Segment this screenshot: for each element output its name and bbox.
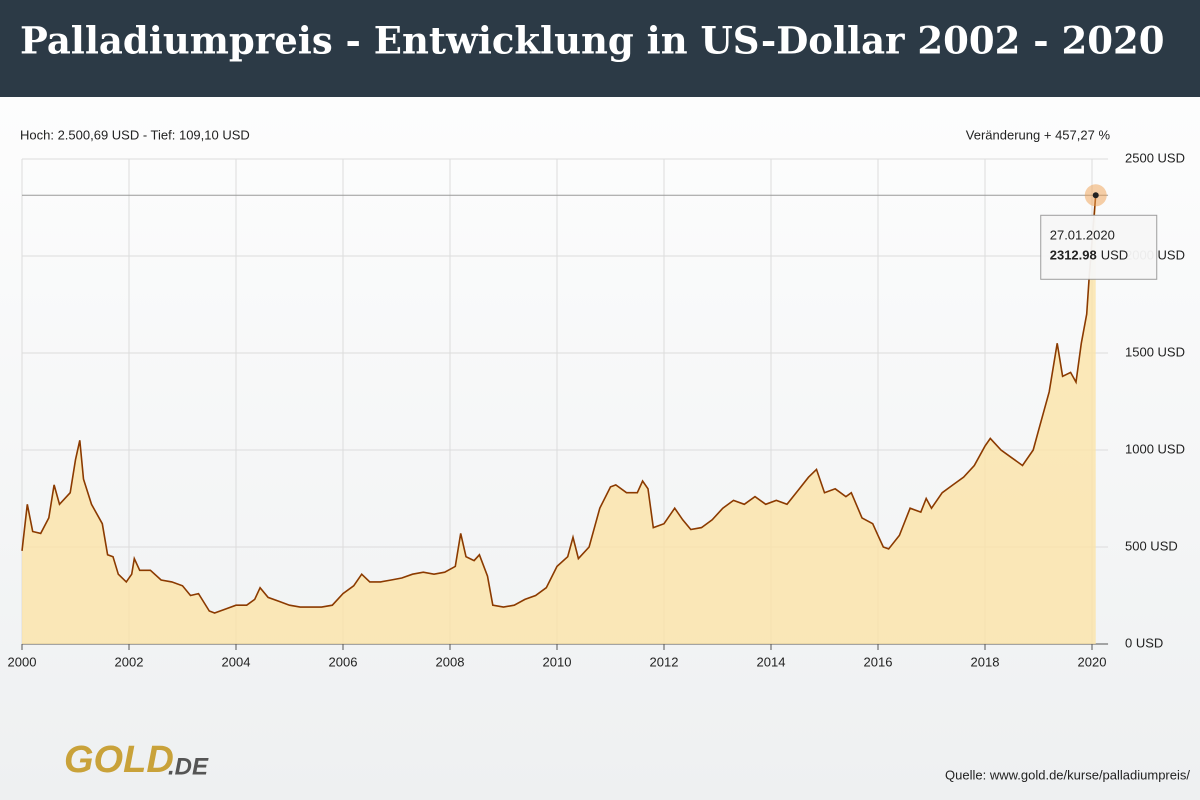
y-tick-label: 500 USD bbox=[1125, 538, 1178, 553]
info-left: Hoch: 2.500,69 USD - Tief: 109,10 USD bbox=[20, 127, 250, 142]
title: Palladiumpreis - Entwicklung in US-Dolla… bbox=[20, 19, 1165, 63]
logo: GOLD .DE bbox=[64, 739, 209, 781]
source: Quelle: www.gold.de/kurse/palladiumpreis… bbox=[945, 767, 1190, 782]
x-tick-label: 2010 bbox=[543, 654, 572, 669]
logo-text: GOLD bbox=[64, 739, 174, 781]
tooltip: 27.01.2020 2312.98 USD bbox=[1040, 214, 1158, 280]
x-tick-label: 2014 bbox=[757, 654, 786, 669]
tooltip-value: 2312.98 USD bbox=[1050, 248, 1128, 263]
tooltip-number: 2312.98 bbox=[1050, 248, 1097, 263]
y-tick-label: 1000 USD bbox=[1125, 441, 1185, 456]
y-tick-label: 2500 USD bbox=[1125, 150, 1185, 165]
x-tick-label: 2016 bbox=[864, 654, 893, 669]
x-tick-label: 2004 bbox=[222, 654, 251, 669]
x-tick-label: 2020 bbox=[1078, 654, 1107, 669]
x-tick-label: 2018 bbox=[971, 654, 1000, 669]
x-tick-label: 2008 bbox=[436, 654, 465, 669]
x-tick-label: 2002 bbox=[115, 654, 144, 669]
tooltip-date: 27.01.2020 bbox=[1050, 228, 1115, 243]
info-right: Veränderung + 457,27 % bbox=[966, 127, 1111, 142]
header-bar bbox=[0, 0, 1200, 97]
logo-suffix: .DE bbox=[168, 753, 209, 780]
tooltip-box bbox=[1040, 214, 1158, 280]
hover-point bbox=[1092, 192, 1099, 199]
x-tick-label: 2012 bbox=[650, 654, 679, 669]
y-tick-label: 1500 USD bbox=[1125, 344, 1185, 359]
y-tick-label: 0 USD bbox=[1125, 635, 1163, 650]
x-tick-label: 2000 bbox=[8, 654, 37, 669]
area bbox=[22, 195, 1096, 645]
line bbox=[21, 195, 1097, 614]
x-tick-label: 2006 bbox=[329, 654, 358, 669]
tooltip-unit: USD bbox=[1101, 248, 1128, 263]
